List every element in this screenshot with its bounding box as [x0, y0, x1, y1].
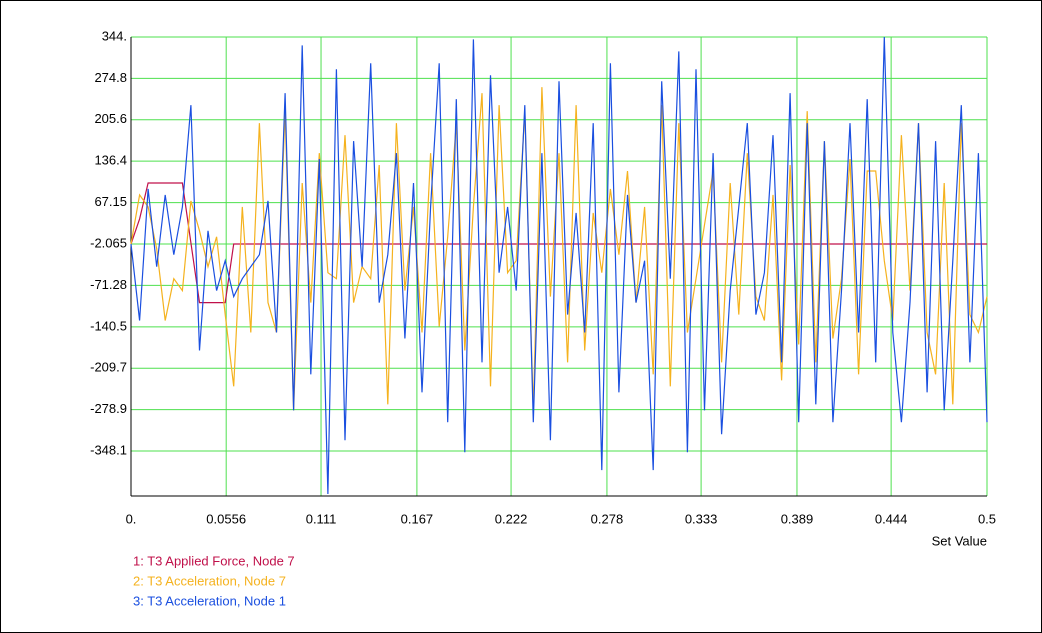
y-tick-label: -71.28	[90, 277, 127, 292]
x-tick-label: 0.444	[875, 511, 908, 526]
x-tick-label: 0.111	[306, 511, 337, 526]
y-tick-label: 205.6	[94, 111, 127, 126]
x-tick-label: 0.389	[781, 511, 814, 526]
y-tick-label: -348.1	[90, 442, 127, 457]
x-tick-label: 0.5	[978, 511, 996, 526]
legend-entry: 3: T3 Acceleration, Node 1	[133, 593, 286, 608]
legend-entry: 1: T3 Applied Force, Node 7	[133, 553, 295, 568]
x-tick-label: 0.278	[591, 511, 624, 526]
x-tick-label: 0.0556	[206, 511, 246, 526]
y-tick-label: 274.8	[94, 70, 127, 85]
x-tick-label: 0.167	[401, 511, 434, 526]
x-axis-label: Set Value	[932, 533, 987, 548]
x-tick-label: 0.	[126, 511, 137, 526]
x-tick-label: 0.222	[495, 511, 528, 526]
y-tick-label: 344.	[102, 28, 127, 43]
series-line	[130, 36, 988, 495]
y-tick-label: -140.5	[90, 318, 127, 333]
x-tick-label: 0.333	[685, 511, 718, 526]
y-tick-label: -209.7	[90, 360, 127, 375]
y-tick-label: -2.065	[90, 235, 127, 250]
y-tick-label: 67.15	[94, 194, 127, 209]
legend-entry: 2: T3 Acceleration, Node 7	[133, 573, 286, 588]
y-tick-label: 136.4	[94, 153, 127, 168]
y-tick-label: -278.9	[90, 401, 127, 416]
